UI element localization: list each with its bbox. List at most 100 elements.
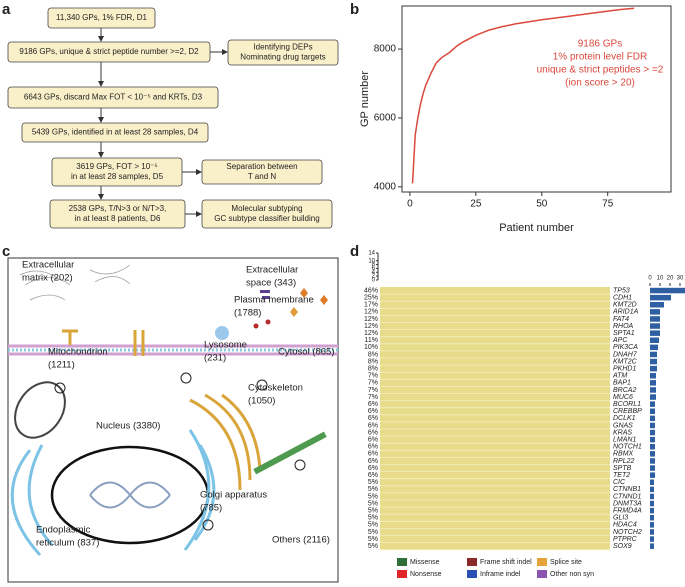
gene-label: ATM [612, 373, 627, 380]
flow-text: 11,340 GPs, 1% FDR, D1 [56, 13, 148, 22]
top-tick-label: 6 [372, 266, 376, 272]
count-bar [650, 536, 654, 542]
percent-label: 6% [368, 429, 378, 436]
annotation: 1% protein level FDR [553, 52, 647, 63]
count-bar [650, 358, 657, 365]
legend-swatch [397, 558, 407, 566]
annotation: 9186 GPs [578, 39, 622, 50]
cell-label: Cytosol (865) [278, 347, 335, 358]
matrix-background [380, 287, 610, 550]
cell-label: matrix (202) [22, 273, 73, 284]
percent-label: 5% [368, 515, 378, 522]
gene-label: LMAN1 [613, 436, 636, 443]
count-bar [650, 507, 654, 514]
percent-label: 6% [368, 408, 378, 415]
count-bar [650, 500, 654, 507]
count-bar [650, 522, 654, 528]
count-bar [650, 529, 654, 535]
percent-label: 6% [368, 444, 378, 451]
gene-label: BCORL1 [613, 401, 641, 408]
cell-label: Lysosome [204, 340, 247, 351]
flow-text: 2538 GPs, T/N>3 or N/T>3, [69, 204, 167, 213]
gene-label: RPL22 [613, 458, 635, 465]
outcome-text: Separation between [226, 162, 297, 171]
flow-text: in at least 28 samples, D5 [71, 172, 164, 181]
outcome-text: Molecular subtyping [231, 204, 302, 213]
flow-text: 3619 GPs, FOT > 10⁻⁵ [76, 162, 157, 171]
golgi [189, 393, 262, 491]
gene-label: GNAS [613, 422, 633, 429]
cell-label: Golgi apparatus [200, 490, 267, 501]
percent-label: 17% [364, 302, 378, 309]
percent-label: 10% [364, 344, 378, 351]
percent-label: 7% [368, 373, 378, 380]
cell-diagram: Extracellular matrix (202) Extracellular sp… [7, 257, 339, 583]
flow-box [51, 157, 183, 187]
gene-label: PTPRC [613, 536, 638, 543]
dna [89, 481, 171, 509]
percent-label: 7% [368, 380, 378, 387]
percent-label: 8% [368, 365, 378, 372]
outcome-text: GC subtype classifier building [214, 214, 319, 223]
membrane-proteins [62, 329, 145, 356]
count-tick-label: 20 [667, 276, 674, 282]
count-bar [650, 472, 655, 478]
cell-label: Extracellular [246, 265, 298, 276]
gene-label: RBMX [613, 451, 634, 458]
gene-label: CTNND1 [613, 493, 641, 500]
count-tick-label: 0 [648, 276, 652, 282]
count-bar [650, 493, 654, 500]
data-line [411, 7, 635, 184]
percent-label: 6% [368, 436, 378, 443]
cell-label: Extracellular [22, 260, 74, 271]
x-tick-label: 75 [602, 199, 614, 210]
gene-label: FAT4 [613, 316, 629, 323]
panel-label: d [350, 243, 359, 260]
gene-label: CTNNB1 [613, 486, 641, 493]
gene-label: CDH1 [613, 294, 632, 301]
cell-border [7, 257, 339, 583]
count-bar [650, 401, 655, 407]
count-bar [650, 337, 659, 343]
gene-label: SPTB [613, 465, 632, 472]
percent-label: 12% [364, 330, 378, 337]
mitochondrion [14, 381, 66, 439]
count-bar [650, 415, 655, 422]
legend-swatch [537, 558, 547, 566]
outcome-box [227, 39, 339, 66]
top-tick-label: 4 [372, 270, 376, 276]
cell-label: space (343) [246, 278, 296, 289]
vesicle [215, 326, 229, 340]
percent-label: 8% [368, 358, 378, 365]
percent-label: 5% [368, 529, 378, 536]
cell-label: reticulum (837) [36, 538, 99, 549]
top-tick-label: 0 [372, 278, 376, 284]
legend-swatch [467, 570, 477, 578]
y-tick-label: 4000 [374, 181, 397, 192]
gene-label: DNMT3A [613, 500, 642, 507]
vesicles [54, 372, 306, 531]
outcome-box [201, 199, 333, 229]
count-bar [650, 408, 655, 414]
count-bar [650, 351, 657, 358]
count-bar [650, 373, 656, 379]
count-bar [650, 479, 654, 485]
plot-frame [401, 5, 672, 193]
percent-label: 8% [368, 351, 378, 358]
legend-label: Missense [410, 559, 440, 566]
gene-label: SPTA1 [613, 330, 635, 337]
cell-label: (785) [200, 503, 222, 514]
percent-label: 5% [368, 543, 378, 550]
percent-label: 12% [364, 309, 378, 316]
percent-label: 5% [368, 479, 378, 486]
count-bar [650, 486, 654, 493]
count-bar [650, 380, 656, 386]
flow-box [47, 7, 156, 29]
panel-label: a [2, 1, 11, 18]
count-bar [650, 451, 655, 457]
legend-label: Inframe indel [480, 571, 521, 578]
flowchart: 11,340 GPs, 1% FDR, D1 9186 GPs, unique &… [7, 7, 339, 229]
gene-label: PKHD1 [613, 365, 636, 372]
percent-label: 11% [365, 337, 379, 344]
